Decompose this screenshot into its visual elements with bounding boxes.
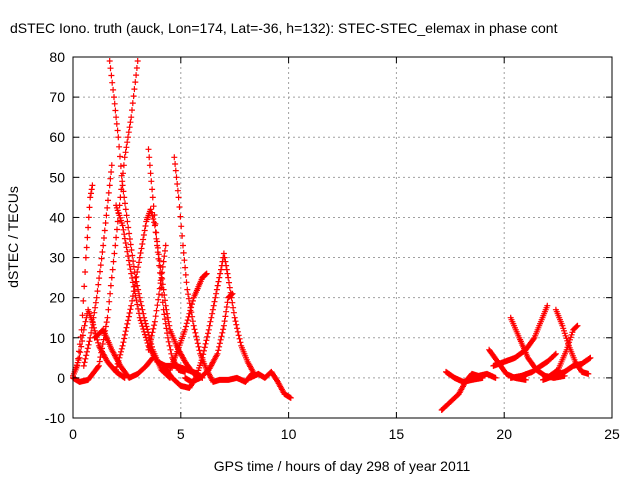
series-markers	[70, 182, 96, 379]
x-tick-label: 0	[69, 426, 77, 442]
series-arc-13	[167, 270, 210, 373]
chart-title: dSTEC Iono. truth (auck, Lon=174, Lat=-3…	[10, 20, 558, 36]
series-arc-5	[106, 58, 173, 381]
x-tick-label: 25	[604, 426, 620, 442]
series-arc-3	[72, 306, 128, 381]
series-markers	[80, 162, 115, 369]
y-axis-label: dSTEC / TECUs	[5, 186, 21, 288]
y-tick-label: -10	[45, 410, 65, 426]
x-axis-label: GPS time / hours of day 298 of year 2011	[214, 458, 471, 474]
series-arc-16	[438, 370, 499, 413]
series-arc-14	[182, 290, 236, 385]
data-series	[70, 58, 594, 413]
series-arc-1	[70, 182, 96, 379]
series-markers	[106, 58, 173, 381]
series-markers	[246, 368, 294, 401]
series-arc-9	[145, 146, 206, 381]
x-tick-label: 5	[177, 426, 185, 442]
series-arc-21	[507, 350, 559, 381]
y-tick-label: 40	[49, 209, 65, 225]
series-markers	[507, 350, 559, 381]
series-arc-4	[80, 162, 115, 369]
series-markers	[167, 270, 210, 373]
y-tick-label: 20	[49, 290, 65, 306]
x-tick-label: 20	[496, 426, 512, 442]
x-tick-label: 15	[389, 426, 405, 442]
y-tick-label: 30	[49, 250, 65, 266]
x-tick-label: 10	[281, 426, 297, 442]
series-markers	[544, 322, 581, 381]
y-tick-label: 0	[57, 370, 65, 386]
y-tick-label: 60	[49, 129, 65, 145]
series-arc-19	[490, 302, 551, 369]
plot-frame	[72, 56, 613, 419]
y-tick-label: 70	[49, 89, 65, 105]
series-markers	[443, 368, 486, 385]
series-markers	[145, 242, 169, 353]
series-arc-24	[544, 322, 581, 381]
series-markers	[72, 306, 128, 381]
series-markers	[490, 302, 551, 369]
series-markers	[145, 146, 206, 381]
y-tick-label: 50	[49, 169, 65, 185]
y-tick-label: 10	[49, 330, 65, 346]
series-markers	[182, 290, 236, 385]
series-arc-17	[443, 368, 486, 385]
series-arc-10	[145, 242, 169, 353]
y-tick-label: 80	[49, 49, 65, 65]
series-arc-15	[246, 368, 294, 401]
series-markers	[438, 370, 499, 413]
